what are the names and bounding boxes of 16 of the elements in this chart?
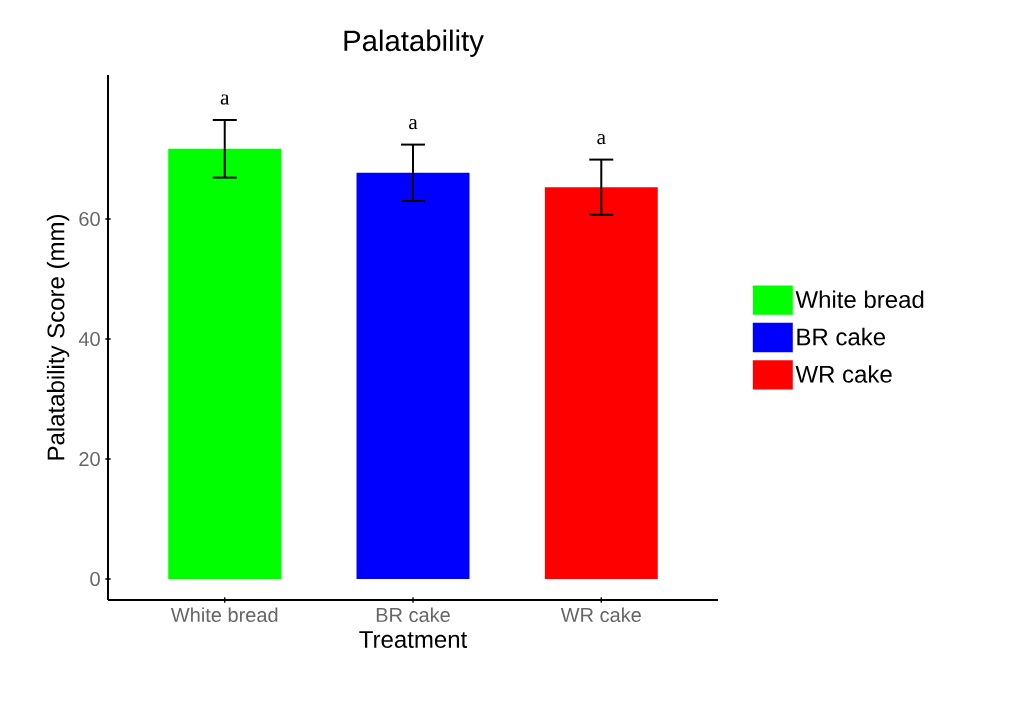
chart-title: Palatability — [344, 29, 484, 57]
y-tick-label: 60 — [79, 211, 100, 227]
y-tick-label: 40 — [78, 331, 100, 347]
annotation: a — [597, 134, 606, 145]
y-tick-label: 0 — [90, 571, 100, 587]
x-tick-label: WR cake — [560, 607, 641, 623]
x-tick-label: BR cake — [376, 607, 450, 623]
x-axis-title: Treatment — [359, 631, 468, 648]
y-axis-title: Palatability Score (mm) — [46, 215, 70, 460]
x-tick-label: White bread — [170, 607, 278, 623]
legend-label: White bread — [795, 290, 924, 309]
annotation: a — [409, 119, 418, 130]
y-tick-label: 20 — [79, 451, 100, 467]
legend-label: WR cake — [795, 365, 892, 383]
annotation: a — [220, 94, 230, 105]
legend-label: BR cake — [797, 327, 886, 346]
